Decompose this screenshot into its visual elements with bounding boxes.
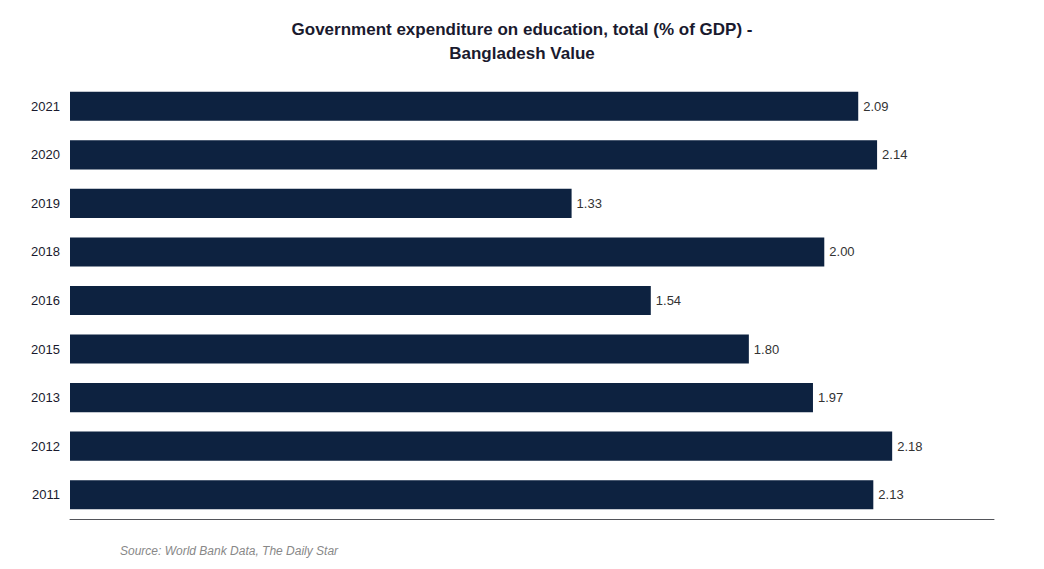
svg-text:2.18: 2.18: [897, 439, 922, 454]
svg-text:2.13: 2.13: [878, 487, 903, 502]
svg-text:2019: 2019: [31, 196, 60, 211]
svg-text:2.09: 2.09: [863, 99, 888, 114]
svg-text:Government expenditure on educ: Government expenditure on education, tot…: [292, 20, 753, 39]
svg-text:2016: 2016: [31, 293, 60, 308]
svg-text:Bangladesh Value: Bangladesh Value: [449, 44, 595, 63]
svg-text:2013: 2013: [31, 390, 60, 405]
svg-text:2.00: 2.00: [829, 244, 854, 259]
svg-text:2021: 2021: [31, 99, 60, 114]
svg-text:1.80: 1.80: [754, 342, 779, 357]
svg-text:2.14: 2.14: [882, 147, 907, 162]
svg-text:2015: 2015: [31, 342, 60, 357]
svg-text:1.33: 1.33: [577, 196, 602, 211]
svg-text:2012: 2012: [31, 439, 60, 454]
svg-text:1.97: 1.97: [818, 390, 843, 405]
svg-text:1.54: 1.54: [656, 293, 681, 308]
svg-text:2020: 2020: [31, 147, 60, 162]
svg-text:Source: World Bank Data, The D: Source: World Bank Data, The Daily Star: [120, 544, 339, 558]
svg-text:2018: 2018: [31, 244, 60, 259]
svg-text:2011: 2011: [32, 487, 60, 502]
